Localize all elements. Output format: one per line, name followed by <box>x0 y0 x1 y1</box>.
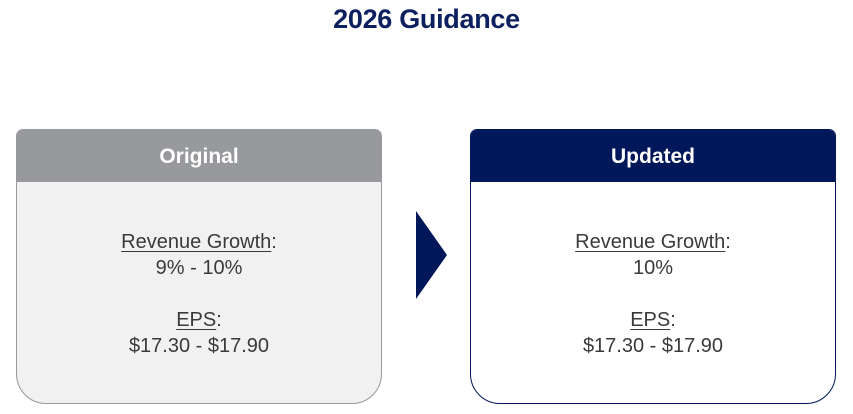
item-value: 10% <box>632 257 674 279</box>
item-suffix: : <box>670 309 676 331</box>
item-value: 9% - 10% <box>155 257 243 279</box>
card-header: Updated <box>471 130 835 182</box>
card-body: Revenue Growth: 9% - 10% EPS: $17.30 - $17.… <box>17 182 381 359</box>
title: 2026 Guidance <box>333 4 520 34</box>
item-label-line: EPS: <box>471 307 835 333</box>
guidance-item: EPS: $17.30 - $17.90 <box>17 307 381 359</box>
item-suffix: : <box>725 231 731 253</box>
guidance-item: EPS: $17.30 - $17.90 <box>471 307 835 359</box>
card-original: Original Revenue Growth: 9% - 10% EPS: $17.3… <box>16 129 382 404</box>
item-suffix: : <box>216 309 222 331</box>
item-label: Revenue Growth <box>121 231 272 253</box>
item-value: $17.30 - $17.90 <box>582 335 724 357</box>
card-body: Revenue Growth: 10% EPS: $17.30 - $17.90 <box>471 182 835 359</box>
card-header: Original <box>17 130 381 182</box>
item-label: Revenue Growth <box>575 231 726 253</box>
arrow <box>416 211 447 299</box>
item-label-line: EPS: <box>17 307 381 333</box>
card-updated: Updated Revenue Growth: 10% EPS: $17.30 - $1… <box>470 129 836 404</box>
guidance-item: Revenue Growth: 10% <box>471 229 835 281</box>
guidance-item: Revenue Growth: 9% - 10% <box>17 229 381 281</box>
item-label-line: Revenue Growth: <box>471 229 835 255</box>
item-value: $17.30 - $17.90 <box>128 335 270 357</box>
item-suffix: : <box>271 231 277 253</box>
item-label: EPS <box>630 309 671 331</box>
item-label: EPS <box>176 309 217 331</box>
item-label-line: Revenue Growth: <box>17 229 381 255</box>
